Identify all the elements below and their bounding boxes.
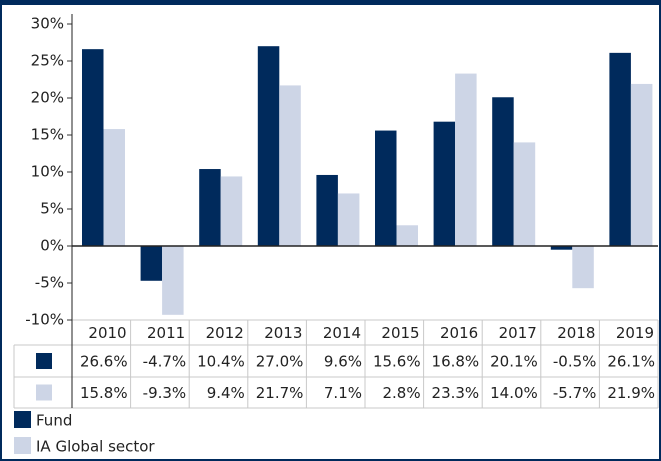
table-cell: -5.7% (553, 384, 597, 402)
bar (609, 52, 631, 246)
table-cell: 21.9% (607, 384, 655, 402)
bar (433, 121, 456, 246)
bar (375, 130, 397, 246)
bar (220, 176, 243, 246)
top-bar (0, 0, 661, 5)
x-tick-label: 2011 (147, 324, 185, 342)
table-cell: 26.1% (607, 353, 655, 371)
table-cell: 14.0% (490, 384, 538, 402)
bar (82, 49, 104, 246)
legend-label: Fund (36, 412, 72, 430)
x-tick-label: 2010 (88, 324, 126, 342)
table-cell: 16.8% (432, 353, 480, 371)
y-tick-label: 30% (31, 15, 64, 33)
y-tick-label: 15% (31, 126, 64, 144)
legend-swatch (14, 411, 31, 428)
y-tick-label: 10% (31, 163, 64, 181)
table-cell: 27.0% (256, 353, 304, 371)
legend-swatch (14, 437, 31, 454)
x-tick-label: 2013 (264, 324, 302, 342)
bar (513, 142, 536, 246)
bar (279, 85, 301, 246)
table-cell: 9.6% (324, 353, 362, 371)
bar (572, 246, 594, 289)
x-tick-label: 2018 (557, 324, 595, 342)
bar (140, 246, 163, 281)
x-tick-label: 2017 (499, 324, 537, 342)
legend-label: IA Global sector (36, 438, 155, 456)
bar (162, 246, 184, 315)
bar (316, 174, 338, 246)
table-cell: 9.4% (207, 384, 245, 402)
bar (550, 246, 573, 250)
x-tick-label: 2016 (440, 324, 478, 342)
table-cell: 26.6% (80, 353, 128, 371)
table-cell: 23.3% (432, 384, 480, 402)
bar (199, 169, 221, 246)
bar (455, 73, 477, 246)
y-tick-label: 0% (40, 237, 64, 255)
y-tick-label: -10% (25, 311, 64, 329)
bar (337, 193, 360, 246)
table-cell: 2.8% (382, 384, 420, 402)
table-cell: 15.8% (80, 384, 128, 402)
x-tick-label: 2015 (381, 324, 419, 342)
table-swatch (36, 353, 52, 369)
x-tick-label: 2019 (616, 324, 654, 342)
bar (492, 97, 514, 246)
table-cell: 10.4% (197, 353, 245, 371)
table-cell: -9.3% (143, 384, 187, 402)
bar (630, 83, 653, 246)
y-tick-label: -5% (35, 274, 64, 292)
y-tick-label: 20% (31, 89, 64, 107)
y-tick-label: 5% (40, 200, 64, 218)
bar (103, 129, 125, 246)
x-tick-label: 2014 (323, 324, 361, 342)
table-cell: 20.1% (490, 353, 538, 371)
table-cell: -4.7% (143, 353, 187, 371)
table-cell: 7.1% (324, 384, 362, 402)
table-cell: -0.5% (553, 353, 597, 371)
y-tick-label: 25% (31, 52, 64, 70)
x-tick-label: 2012 (206, 324, 244, 342)
table-cell: 21.7% (256, 384, 304, 402)
table-swatch (36, 384, 52, 401)
table-cell: 15.6% (373, 353, 421, 371)
bar (396, 225, 418, 246)
bar (257, 46, 280, 247)
